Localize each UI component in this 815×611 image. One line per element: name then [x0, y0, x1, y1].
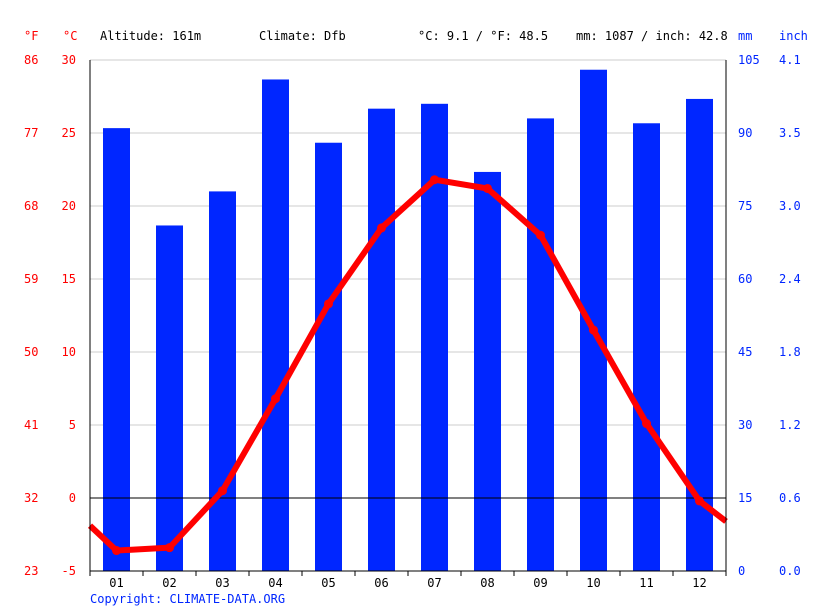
- temperature-point: [112, 546, 121, 556]
- month-tick-label: 01: [109, 576, 123, 590]
- celsius-tick-label: 10: [62, 345, 76, 359]
- mm-tick-label: 30: [738, 418, 752, 432]
- inch-tick-label: 1.8: [779, 345, 801, 359]
- celsius-tick-label: 25: [62, 126, 76, 140]
- month-tick-label: 02: [162, 576, 176, 590]
- climate-text: Climate: Dfb: [259, 29, 346, 43]
- average-temperature-text: °C: 9.1 / °F: 48.5: [418, 29, 548, 43]
- celsius-tick-label: 0: [69, 491, 76, 505]
- inch-tick-label: 4.1: [779, 53, 801, 67]
- temperature-line-path: [87, 176, 728, 554]
- month-tick-label: 08: [480, 576, 494, 590]
- mm-tick-label: 0: [738, 564, 745, 578]
- month-tick-label: 09: [533, 576, 547, 590]
- celsius-tick-label: 15: [62, 272, 76, 286]
- temperature-line: [87, 175, 728, 556]
- fahrenheit-tick-label: 68: [24, 199, 38, 213]
- mm-tick-label: 45: [738, 345, 752, 359]
- axes: 23 -5 0 0.0 32 0 15 0.6 41 5 30 1.2 50 10 45 1.8 59 15 60 2…: [24, 53, 801, 590]
- altitude-text: Altitude: 161m: [100, 29, 201, 43]
- precipitation-bars: [103, 69, 713, 572]
- precipitation-bar: [209, 191, 236, 571]
- celsius-tick-label: 30: [62, 53, 76, 67]
- fahrenheit-tick-label: 86: [24, 53, 38, 67]
- inch-tick-label: 1.2: [779, 418, 801, 432]
- month-tick-label: 05: [321, 576, 335, 590]
- copyright-link[interactable]: Copyright: CLIMATE-DATA.ORG: [90, 592, 285, 606]
- gridlines: [90, 59, 726, 426]
- temperature-point: [536, 230, 545, 240]
- celsius-tick-label: 5: [69, 418, 76, 432]
- precipitation-bar: [580, 69, 607, 571]
- mm-tick-label: 15: [738, 491, 752, 505]
- inch-tick-label: 2.4: [779, 272, 801, 286]
- month-tick-label: 04: [268, 576, 282, 590]
- mm-tick-label: 75: [738, 199, 752, 213]
- fahrenheit-tick-label: 50: [24, 345, 38, 359]
- fahrenheit-tick-label: 23: [24, 564, 38, 578]
- celsius-tick-label: 20: [62, 199, 76, 213]
- mm-tick-label: 105: [738, 53, 760, 67]
- temperature-point: [642, 419, 651, 429]
- temperature-point: [430, 175, 439, 185]
- precipitation-bar: [156, 225, 183, 571]
- precipitation-bar: [315, 142, 342, 571]
- temperature-point: [377, 223, 386, 233]
- fahrenheit-tick-label: 41: [24, 418, 38, 432]
- precipitation-bar: [368, 108, 395, 572]
- precipitation-bar: [103, 128, 130, 571]
- precipitation-bar: [474, 171, 501, 571]
- mm-tick-label: 90: [738, 126, 752, 140]
- month-tick-label: 03: [215, 576, 229, 590]
- unit-mm-label: mm: [738, 29, 752, 43]
- unit-fahrenheit-label: °F: [24, 29, 38, 43]
- temperature-point: [324, 299, 333, 309]
- month-tick-label: 06: [374, 576, 388, 590]
- month-tick-label: 07: [427, 576, 441, 590]
- precipitation-total-text: mm: 1087 / inch: 42.8: [576, 29, 728, 43]
- fahrenheit-tick-label: 59: [24, 272, 38, 286]
- month-tick-label: 11: [639, 576, 653, 590]
- temperature-point: [483, 183, 492, 193]
- month-tick-label: 12: [692, 576, 706, 590]
- precipitation-bar: [527, 118, 554, 572]
- mm-tick-label: 60: [738, 272, 752, 286]
- temperature-point: [589, 325, 598, 335]
- precipitation-bar: [262, 79, 289, 571]
- precipitation-bar: [633, 123, 660, 572]
- temperature-point: [271, 394, 280, 404]
- celsius-tick-label: -5: [62, 564, 76, 578]
- fahrenheit-tick-label: 77: [24, 126, 38, 140]
- precipitation-bar: [421, 103, 448, 572]
- inch-tick-label: 0.0: [779, 564, 801, 578]
- unit-celsius-label: °C: [63, 29, 77, 43]
- inch-tick-label: 3.0: [779, 199, 801, 213]
- temperature-point: [165, 543, 174, 553]
- month-tick-label: 10: [586, 576, 600, 590]
- fahrenheit-tick-label: 32: [24, 491, 38, 505]
- temperature-point: [218, 486, 227, 496]
- inch-tick-label: 0.6: [779, 491, 801, 505]
- temperature-point: [695, 496, 704, 506]
- unit-inch-label: inch: [779, 29, 808, 43]
- inch-tick-label: 3.5: [779, 126, 801, 140]
